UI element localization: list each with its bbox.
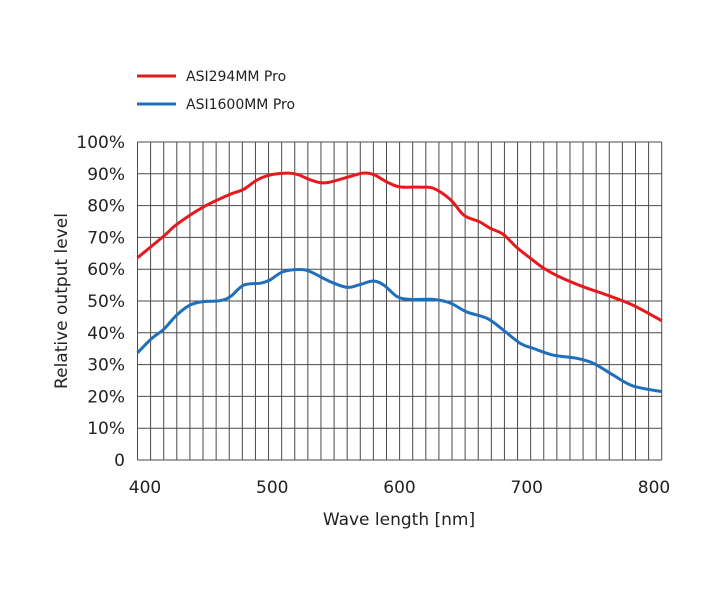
legend: ASI294MM Pro ASI1600MM Pro: [137, 69, 295, 113]
y-tick-label: 0: [114, 451, 125, 471]
x-axis-title: Wave length [nm]: [323, 510, 475, 530]
series-line-0: [136, 171, 663, 323]
y-tick-label: 60%: [87, 260, 125, 280]
y-tick-label: 90%: [87, 165, 125, 185]
y-tick-label: 70%: [87, 228, 125, 248]
y-tick-label: 50%: [87, 292, 125, 312]
grid: [137, 141, 663, 461]
y-tick-label: 10%: [87, 419, 125, 439]
series-lines: [136, 171, 663, 394]
legend-label-asi294mm: ASI294MM Pro: [186, 69, 286, 85]
x-tick-label: 700: [511, 478, 543, 498]
y-tick-label: 40%: [87, 324, 125, 344]
y-tick-label: 20%: [87, 387, 125, 407]
y-axis-title: Relative output level: [52, 213, 72, 389]
y-tick-label: 30%: [87, 356, 125, 376]
x-tick-label: 500: [256, 478, 288, 498]
x-tick-label: 800: [638, 478, 670, 498]
x-tick-labels: 400 500 600 700 800: [129, 478, 670, 498]
legend-label-asi1600mm: ASI1600MM Pro: [186, 97, 295, 113]
x-tick-label: 600: [383, 478, 415, 498]
series-line-1: [136, 268, 662, 394]
x-tick-label: 400: [129, 478, 161, 498]
y-tick-label: 100%: [76, 133, 125, 153]
y-tick-labels: 0 10% 20% 30% 40% 50% 60% 70% 80% 90% 100%: [76, 133, 125, 471]
y-tick-label: 80%: [87, 197, 125, 217]
